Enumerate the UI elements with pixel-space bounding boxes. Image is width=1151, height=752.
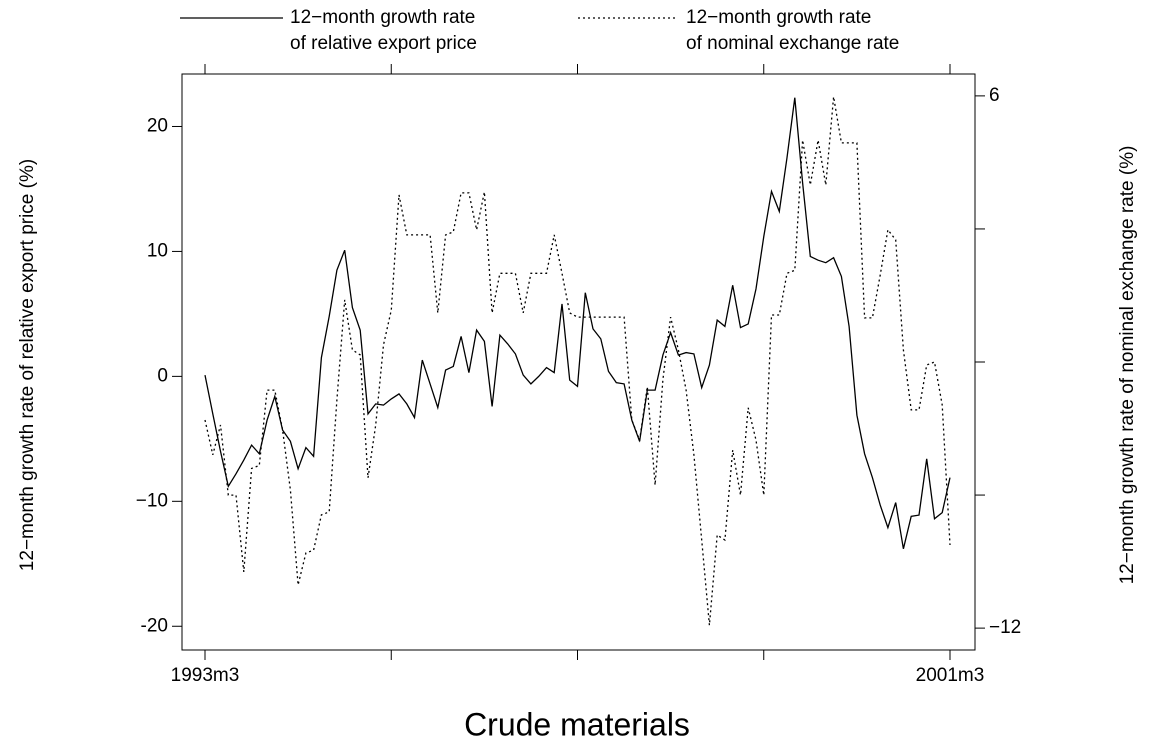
y-tick-label: −10 (136, 490, 168, 511)
legend-label: of nominal exchange rate (686, 33, 899, 54)
legend-label: 12−month growth rate (290, 7, 475, 28)
x-tick-label: 2001m3 (916, 665, 985, 686)
series-line (204, 97, 951, 549)
legend-label: of relative export price (290, 33, 477, 54)
y-axis-title: 12−month growth rate of relative export … (17, 159, 38, 571)
y-tick-label: 20 (147, 115, 168, 136)
y-tick-label: 10 (147, 240, 168, 261)
plot-frame (181, 73, 976, 651)
series-line (204, 96, 951, 626)
y2-tick-label: 6 (989, 85, 1000, 106)
y2-axis-title: 12−month growth rate of nominal exchange… (1117, 146, 1138, 585)
chart-title: Crude materials (464, 706, 690, 742)
legend-label: 12−month growth rate (686, 7, 871, 28)
y-tick-label: -20 (141, 615, 168, 636)
x-tick-label: 1993m3 (171, 665, 240, 686)
y2-tick-label: −12 (989, 617, 1021, 638)
y-tick-label: 0 (157, 365, 168, 386)
